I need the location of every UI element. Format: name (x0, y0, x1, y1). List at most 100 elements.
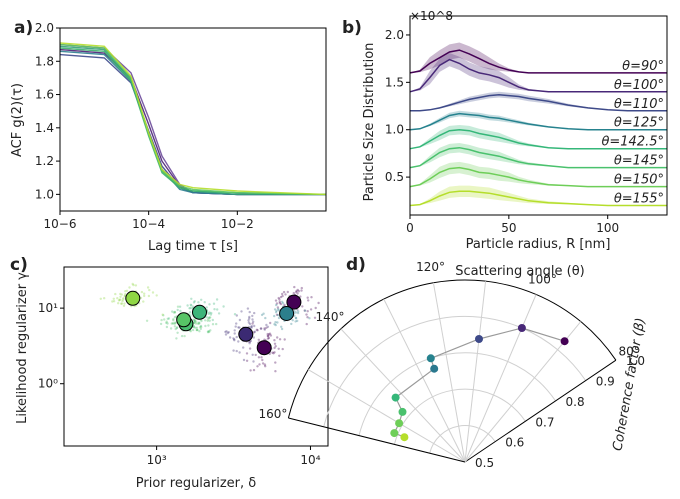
regularizer-sample-dot (196, 322, 199, 325)
regularizer-sample-dot (269, 334, 273, 337)
regularizer-sample-dot (197, 301, 200, 304)
panel-c-xlabel: Prior regularizer, δ (136, 476, 257, 491)
regularizer-sample-dot (235, 314, 238, 317)
panel-d-label: d) (346, 255, 366, 275)
regularizer-sample-dot (176, 308, 179, 312)
regularizer-sample-dot (208, 319, 211, 322)
regularizer-sample-dot (186, 304, 189, 307)
regularizer-sample-dot (273, 346, 276, 350)
regularizer-sample-dot (280, 325, 283, 328)
panel-a-ylabel: ACF g(2)(τ) (10, 83, 25, 157)
regularizer-sample-dot (148, 288, 151, 292)
coherence-point (475, 335, 483, 343)
regularizer-sample-dot (235, 349, 238, 353)
psd-uncertainty-band (410, 125, 667, 149)
polar-angle-gridline (464, 321, 582, 463)
regularizer-sample-dot (170, 322, 173, 325)
regularizer-sample-dot (193, 300, 196, 303)
regularizer-sample-dot (242, 346, 245, 349)
regularizer-sample-dot (233, 329, 236, 332)
regularizer-sample-dot (175, 337, 178, 340)
regularizer-sample-dot (222, 305, 225, 308)
psd-series-line (409, 128, 667, 150)
panel-b-size-distribution-chart: b) ×10^8 θ=90°θ=100°θ=110°θ=125°θ=142.5°… (342, 9, 668, 252)
regularizer-sample-dot (295, 289, 298, 293)
acf-series-line (59, 43, 326, 196)
regularizer-sample-dot (294, 311, 298, 314)
regularizer-sample-dot (114, 292, 117, 296)
regularizer-sample-dot (305, 322, 308, 326)
regularizer-sample-dot (209, 316, 212, 319)
regularizer-sample-dot (147, 294, 151, 298)
regularizer-sample-dot (192, 321, 196, 324)
regularizer-sample-dot (195, 326, 199, 329)
regularizer-sample-dot (173, 311, 177, 314)
regularizer-sample-dot (296, 311, 300, 315)
regularizer-sample-dot (308, 317, 311, 320)
regularizer-sample-dot (207, 316, 211, 319)
panel-b-xlabel: Particle radius, R [nm] (466, 237, 611, 252)
panel-b-frame (409, 15, 668, 216)
y-tick-label: 1.2 (35, 154, 54, 168)
regularizer-sample-dot (196, 328, 199, 332)
regularizer-sample-dot (237, 340, 240, 343)
psd-uncertainty-band (410, 143, 667, 168)
regularizer-sample-dot (119, 295, 122, 298)
regularizer-sample-dot (300, 286, 303, 290)
regularizer-sample-dot (291, 319, 294, 322)
regularizer-sample-dot (179, 309, 182, 313)
regularizer-sample-dot (267, 334, 270, 338)
regularizer-sample-dot (248, 317, 251, 320)
psd-series-line (409, 146, 667, 169)
regularizer-point (286, 294, 302, 310)
regularizer-sample-dot (261, 362, 265, 365)
psd-series-label: θ=155° (614, 192, 664, 207)
regularizer-sample-dot (189, 330, 192, 333)
regularizer-sample-dot (273, 323, 276, 326)
regularizer-sample-dot (263, 328, 266, 331)
regularizer-sample-dot (247, 319, 250, 322)
panel-d-points (390, 324, 569, 442)
regularizer-sample-dot (167, 317, 171, 320)
regularizer-sample-dot (204, 319, 207, 322)
regularizer-sample-dot (274, 321, 277, 324)
regularizer-sample-dot (206, 331, 210, 334)
regularizer-sample-dot (264, 316, 267, 320)
regularizer-sample-dot (281, 294, 284, 298)
regularizer-sample-dot (248, 342, 251, 345)
regularizer-sample-dot (233, 332, 236, 335)
x-tick-label: 50 (501, 221, 516, 235)
regularizer-sample-dot (273, 339, 276, 342)
regularizer-sample-dot (233, 339, 236, 342)
regularizer-sample-dot (124, 290, 127, 293)
regularizer-sample-dot (296, 288, 299, 292)
regularizer-sample-dot (278, 298, 281, 301)
coherence-point (395, 419, 404, 428)
polar-angle-gridline (307, 369, 466, 463)
regularizer-sample-dot (210, 311, 213, 315)
regularizer-sample-dot (238, 326, 241, 329)
panel-a-label: a) (14, 18, 33, 38)
regularizer-sample-dot (193, 319, 196, 322)
regularizer-sample-dot (172, 322, 175, 325)
regularizer-sample-dot (310, 296, 313, 299)
regularizer-sample-dot (193, 321, 196, 324)
polar-angle-gridline (432, 282, 466, 463)
regularizer-sample-dot (99, 297, 103, 300)
regularizer-sample-dot (163, 318, 166, 321)
panel-a-frame (59, 27, 327, 212)
regularizer-sample-dot (273, 342, 277, 345)
panel-c-frame (63, 266, 329, 447)
regularizer-sample-dot (272, 352, 275, 355)
regularizer-sample-dot (143, 294, 146, 298)
panel-c-ylabel: Likelihood regularizer γ (15, 272, 30, 424)
regularizer-sample-dot (271, 351, 274, 354)
regularizer-sample-dot (120, 293, 124, 296)
psd-uncertainty-band (410, 91, 667, 111)
panel-c-points (125, 290, 302, 356)
coherence-point (426, 354, 435, 363)
psd-series-label: θ=145° (614, 154, 664, 169)
regularizer-sample-dot (305, 313, 308, 316)
panel-d-title: Scattering angle (θ) (455, 264, 584, 279)
regularizer-sample-dot (176, 331, 179, 334)
